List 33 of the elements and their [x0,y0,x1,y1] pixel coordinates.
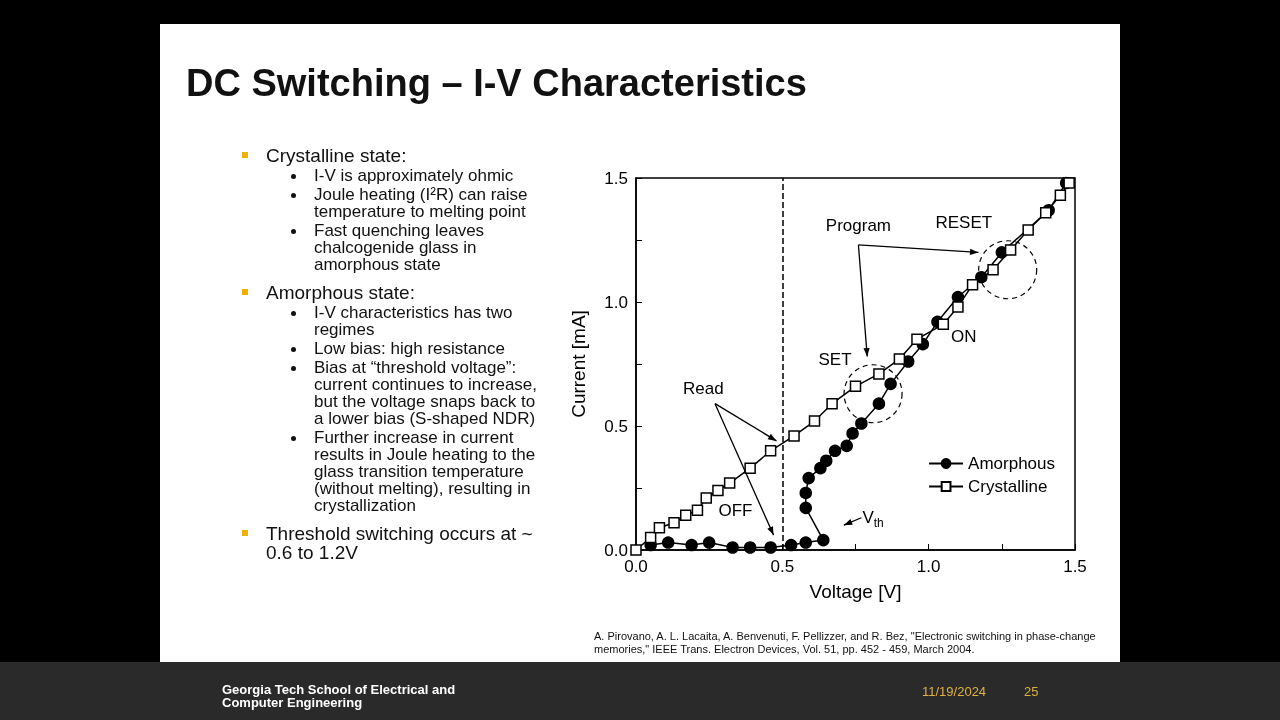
text: Bias at “threshold voltage”: current continues to increase, but the voltage snaps back to a lower bias (S-shaped NDR) [314,358,538,428]
text: Joule heating (I²R) can raise temperature to melting point [314,185,529,221]
y-axis-title: Current [mA] [568,310,589,418]
legend-label: Crystalline [968,477,1048,496]
text: Further increase in current results in Joule heating to the glass transition temperature (without melting), resulting in crystallization [314,428,537,515]
text: Crystalline state: [266,145,407,166]
x-tick-label: 0.5 [770,557,795,576]
text: I-V characteristics has two regimes [314,303,514,339]
y-tick-label: 0.5 [604,416,628,436]
y-tick-label: 1.0 [604,292,628,312]
text: Fast quenching leaves chalcogenide glass in amorphous state [314,221,486,274]
x-tick-label: 0.0 [624,557,648,576]
legend-label: Amorphous [968,454,1055,473]
text: Threshold switching occurs at ~ 0.6 to 1.2V [266,523,534,563]
annotation: OFF [718,500,753,520]
text: 11/19/2024 [922,684,987,699]
annotation: RESET [935,213,993,233]
text: Amorphous state: [266,282,415,303]
y-tick-label: 0.0 [604,540,628,560]
y-tick-label: 1.5 [604,168,628,188]
x-tick-label: 1.5 [1063,557,1087,576]
text: Low bias: high resistance [314,339,505,358]
x-tick-label: 1.0 [916,557,941,576]
annotation: SET [818,349,852,369]
x-axis-title: Voltage [V] [809,581,902,602]
chart-title: DC Switching – I-V Characteristics [186,62,807,105]
annotation: ON [951,327,977,347]
annotation: Program [825,215,892,235]
text: I-V is approximately ohmic [314,166,514,185]
text: 25 [1024,684,1039,699]
text: A. Pirovano, A. L. Lacaita, A. Benvenuti, F. Pellizzer, and R. Bez, "Electronic switching in phase-change memories," IEEE Trans. Electron Devices, Vol. 51, pp. 452 - 459, March 2004. [594,630,1097,656]
text: Georgia Tech School of Electrical and Computer Engineering [222,682,457,710]
annotation: Read [682,379,724,399]
